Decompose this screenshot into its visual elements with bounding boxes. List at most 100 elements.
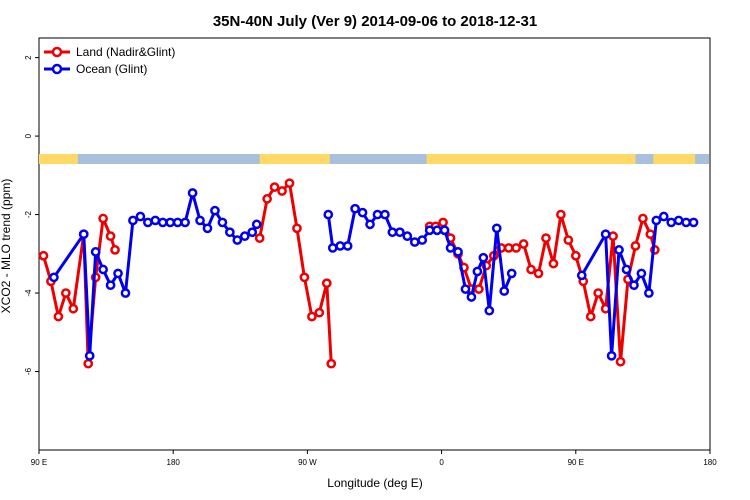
data-point [621, 264, 632, 275]
strip-land [259, 154, 330, 164]
x-tick-label: 180 [703, 458, 717, 467]
data-point [636, 268, 647, 279]
data-point [585, 311, 596, 322]
strip-land [653, 154, 696, 164]
data-point [120, 288, 131, 298]
legend-land-marker [51, 46, 63, 58]
data-point [688, 217, 699, 228]
data-point [321, 278, 332, 289]
y-tick-label: -4 [24, 289, 33, 297]
data-point [439, 225, 450, 236]
data-point [335, 241, 346, 251]
data-point [277, 186, 287, 196]
data-point [608, 231, 618, 242]
data-point [365, 219, 375, 230]
data-point [210, 205, 220, 216]
y-tick-label: -2 [24, 210, 33, 218]
data-point [681, 217, 691, 228]
land-sea-strip [39, 154, 709, 164]
data-point [232, 235, 243, 245]
data-point [38, 250, 49, 261]
x-tick-label: 180 [167, 458, 181, 467]
series-0 [38, 178, 660, 369]
data-point [128, 215, 138, 226]
data-point [105, 280, 116, 291]
data-point [645, 229, 656, 240]
data-point [387, 227, 398, 238]
y-tick-label: -6 [24, 367, 33, 375]
data-point [658, 211, 669, 222]
data-point [666, 217, 677, 228]
plot-frame [38, 37, 711, 451]
data-point [292, 223, 302, 234]
data-point [90, 246, 101, 257]
data-point [254, 233, 265, 243]
data-point [460, 284, 471, 294]
series-1 [49, 188, 699, 361]
legend-land-label: Land (Nadir&Glint) [76, 45, 175, 59]
data-point [342, 241, 353, 251]
data-point [372, 209, 383, 220]
data-point [78, 229, 89, 240]
data-point [491, 223, 502, 234]
data-point [262, 194, 272, 204]
data-point [251, 219, 262, 230]
data-point [202, 223, 213, 234]
data-point [614, 245, 624, 255]
data-series [38, 178, 699, 369]
data-point [499, 286, 510, 296]
data-point [556, 209, 566, 220]
series-line [258, 181, 333, 364]
data-point [98, 213, 108, 224]
data-point [135, 211, 146, 222]
strip-land [39, 154, 78, 164]
data-point [518, 239, 529, 249]
y-axis-label: XCO2 - MLO trend (ppm) [0, 179, 13, 314]
data-point [180, 217, 190, 228]
data-point [409, 237, 420, 247]
data-point [533, 268, 544, 279]
y-tick-label: 2 [24, 55, 33, 60]
data-point [143, 217, 153, 228]
data-point [563, 235, 574, 245]
data-point [394, 227, 405, 238]
data-point [49, 272, 59, 283]
data-point [673, 215, 684, 226]
data-point [472, 266, 483, 277]
data-point [606, 350, 617, 361]
data-point [225, 227, 235, 238]
data-point [98, 264, 108, 275]
data-point [576, 270, 587, 281]
data-point [478, 252, 489, 263]
data-point [113, 268, 123, 279]
data-point [165, 217, 176, 228]
data-point [466, 292, 477, 302]
x-tick-label: 90 W [298, 458, 317, 467]
data-point [195, 215, 205, 226]
data-point [60, 288, 71, 298]
data-point [651, 215, 662, 226]
data-point [239, 231, 250, 242]
data-point [380, 209, 390, 220]
data-point [269, 182, 280, 192]
data-point [570, 250, 581, 261]
axis-ticks: 90 E 180 90 W 0 90 E 180 2 0 -2 -4 -6 [24, 55, 717, 467]
legend-ocean-marker [51, 63, 63, 75]
data-point [630, 241, 641, 251]
x-tick-label: 0 [439, 458, 444, 467]
data-point [53, 311, 64, 322]
data-point [438, 217, 448, 228]
data-point [511, 243, 522, 253]
data-point [541, 233, 551, 243]
chart-title: 35N-40N July (Ver 9) 2014-09-06 to 2018-… [213, 13, 537, 30]
data-point [432, 225, 442, 236]
data-point [474, 284, 484, 294]
data-point [84, 350, 95, 361]
data-point [424, 225, 435, 236]
data-point [453, 246, 463, 257]
data-point [68, 303, 79, 314]
strip-ocean [40, 154, 709, 164]
data-point [350, 203, 360, 214]
data-point [506, 268, 517, 279]
